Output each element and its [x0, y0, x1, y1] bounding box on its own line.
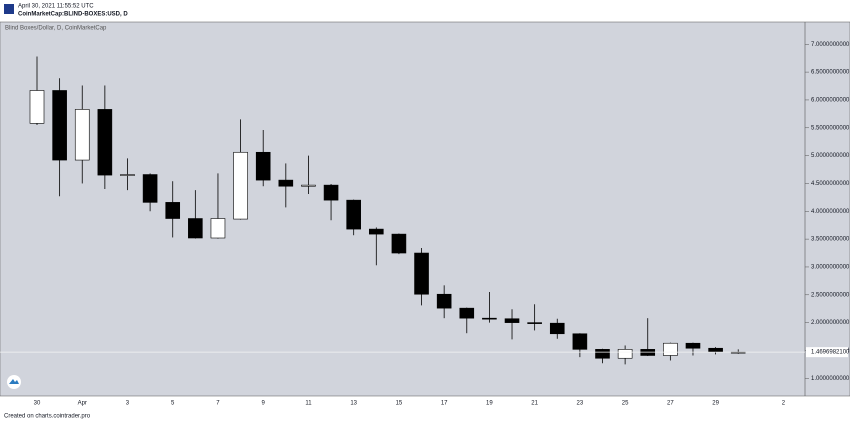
- candle-body: [595, 349, 610, 359]
- candle-body: [74, 109, 90, 161]
- x-tick-label: 7: [216, 401, 220, 407]
- candle-body: [29, 90, 45, 124]
- x-tick-label: 2: [782, 401, 786, 407]
- candle-body: [617, 349, 633, 359]
- candle-body: [142, 174, 158, 203]
- candle-body: [97, 109, 113, 176]
- candle-body: [663, 342, 678, 356]
- candle-body: [572, 333, 588, 350]
- last-price-label: 1.4696982100: [811, 350, 850, 356]
- x-tick-label: 5: [171, 401, 175, 407]
- x-tick-label: 21: [531, 401, 538, 407]
- x-tick-label: 23: [577, 401, 584, 407]
- candle-body: [368, 228, 384, 235]
- candle-body: [278, 179, 294, 187]
- candle-body: [391, 233, 407, 254]
- x-tick-label: 17: [441, 401, 448, 407]
- x-tick-label: 11: [305, 401, 312, 407]
- candle-body: [708, 347, 723, 353]
- candle-body: [301, 184, 316, 187]
- candle-body: [188, 218, 203, 239]
- logo: [4, 4, 14, 14]
- symbol: CoinMarketCap:BLIND-BOXES:USD, D: [18, 12, 128, 18]
- y-tick-label: 5.5000000000: [811, 125, 850, 131]
- x-tick-label: 25: [622, 401, 629, 407]
- y-tick-label: 3.5000000000: [811, 237, 850, 243]
- y-tick-label: 5.0000000000: [811, 153, 850, 159]
- candle-body: [527, 322, 542, 324]
- candle-body: [165, 202, 181, 219]
- candle-body: [436, 293, 452, 309]
- candle-body: [120, 174, 135, 176]
- timestamp: April 30, 2021 11:55:52 UTC: [18, 4, 94, 10]
- y-tick-label: 6.5000000000: [811, 70, 850, 76]
- candle-body: [210, 218, 226, 239]
- last-price-box: [806, 347, 848, 358]
- y-tick-label: 2.5000000000: [811, 292, 850, 298]
- x-tick-label: 9: [262, 401, 266, 407]
- candle-body: [233, 151, 248, 220]
- x-tick-label: 30: [34, 401, 41, 407]
- x-tick-label: 19: [486, 401, 493, 407]
- candle-body: [346, 199, 361, 230]
- y-tick-label: 7.0000000000: [811, 42, 850, 48]
- candle-body: [323, 184, 339, 201]
- y-tick-label: 1.0000000000: [811, 376, 850, 382]
- x-tick-label: 29: [712, 401, 719, 407]
- x-tick-label: Apr: [78, 401, 87, 407]
- x-tick-label: 13: [350, 401, 357, 407]
- chart-title: Blind Boxes/Dollar, D, CoinMarketCap: [5, 26, 107, 32]
- candle-body: [549, 322, 565, 335]
- y-tick-label: 3.0000000000: [811, 265, 850, 271]
- y-tick-label: 6.0000000000: [811, 98, 850, 104]
- candle-body: [52, 90, 67, 161]
- candle-body: [255, 151, 271, 181]
- watermark-icon: [9, 379, 19, 384]
- y-tick-label: 2.0000000000: [811, 320, 850, 326]
- y-tick-label: 4.5000000000: [811, 181, 850, 187]
- y-tick-label: 4.0000000000: [811, 209, 850, 215]
- candle-body: [414, 252, 429, 295]
- plot-bg: [0, 21, 850, 397]
- candle-body: [504, 318, 520, 323]
- x-tick-label: 15: [396, 401, 403, 407]
- x-tick-label: 27: [667, 401, 674, 407]
- candle-body: [459, 307, 475, 319]
- x-tick-label: 3: [126, 401, 130, 407]
- candle-body: [685, 342, 701, 349]
- footer: Created on charts.cointrader.pro: [4, 414, 91, 420]
- candle-body: [482, 317, 497, 320]
